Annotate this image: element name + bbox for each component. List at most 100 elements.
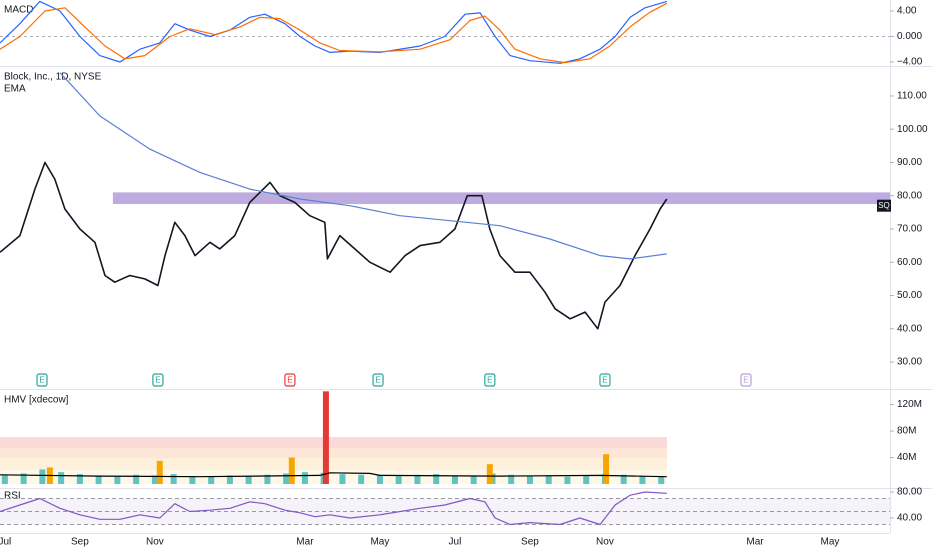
volume-bar [395, 476, 402, 485]
earnings-marker [36, 373, 48, 387]
earnings-marker [284, 373, 296, 387]
y-tick-label: 100.00 [897, 124, 928, 135]
y-tick-label: 40M [897, 452, 916, 463]
volume-bar [603, 454, 610, 485]
earnings-marker [484, 373, 496, 387]
x-tick-label: May [370, 537, 389, 548]
volume-bar [358, 474, 365, 485]
volume-bar [658, 476, 665, 485]
pane-title: Block, Inc., 1D, NYSE [4, 72, 102, 83]
price-tag-label: SQ [878, 201, 890, 210]
pane [0, 391, 667, 485]
earnings-label: E [487, 376, 492, 385]
volume-bar [470, 476, 477, 485]
volume-bar [156, 460, 163, 485]
y-tick-label: 40.00 [897, 323, 922, 334]
pane-title: RSI [4, 491, 21, 502]
earnings-label: E [743, 376, 748, 385]
y-tick-label: 40.00 [897, 513, 922, 524]
earnings-marker [740, 373, 752, 387]
y-tick-label: 0.000 [897, 31, 922, 42]
volume-bar [133, 474, 140, 485]
volume-bar [322, 391, 329, 485]
volume-bar [414, 474, 421, 485]
price-tag [877, 199, 891, 212]
x-tick-label: Sep [71, 537, 89, 548]
volume-bar [376, 475, 383, 485]
volume-bar [95, 475, 102, 485]
earnings-label: E [602, 376, 607, 385]
volume-bar [486, 464, 493, 485]
pane [0, 0, 890, 64]
heat-zone [0, 458, 667, 470]
volume-bar [58, 472, 65, 485]
heat-zone [0, 437, 667, 448]
volume-bar [245, 476, 252, 485]
volume-bar [288, 457, 295, 485]
pane-title: MACD [4, 5, 33, 16]
x-tick-label: Nov [146, 537, 164, 548]
volume-bar [264, 474, 271, 485]
y-tick-label: 80.00 [897, 487, 922, 498]
y-tick-label: 120M [897, 399, 922, 410]
heat-zones [0, 437, 667, 484]
x-tick-label: Mar [296, 537, 314, 548]
x-tick-label: Nov [596, 537, 614, 548]
pane [0, 72, 890, 330]
heat-zone [0, 448, 667, 458]
volume-bar [151, 475, 158, 485]
volume-bar [76, 474, 83, 485]
volume-bar [208, 476, 215, 485]
series-line [0, 472, 667, 478]
volume-bar [283, 473, 290, 485]
volume-bar [189, 476, 196, 485]
volume-bar [20, 473, 27, 485]
volume-bar [526, 476, 533, 485]
earnings-label: E [155, 376, 160, 385]
earnings-marker [372, 373, 384, 387]
earnings-label: E [39, 376, 44, 385]
x-tick-label: Sep [521, 537, 539, 548]
y-tick-label: 90.00 [897, 157, 922, 168]
x-tick-label: Jul [0, 537, 11, 548]
y-tick-label: 70.00 [897, 224, 922, 235]
volume-bar [564, 476, 571, 485]
pane [0, 491, 890, 526]
volume-bar [39, 469, 46, 485]
pane-subtitle: EMA [4, 84, 26, 95]
x-tick-label: May [821, 537, 840, 548]
earnings-marker [599, 373, 611, 387]
y-tick-label: 30.00 [897, 357, 922, 368]
series-line [0, 161, 668, 330]
resistance-zone [112, 192, 890, 205]
volume-bar [226, 475, 233, 485]
y-tick-label: 110.00 [897, 91, 927, 102]
series-line [59, 72, 667, 260]
y-tick-label: 80M [897, 426, 916, 437]
volume-bar [339, 474, 346, 485]
series-line [0, 2, 668, 64]
volume-bar [433, 474, 440, 485]
volume-bar [639, 476, 646, 485]
volume-bar [451, 475, 458, 485]
volume-bar [170, 474, 177, 485]
y-tick-label: 4.00 [897, 6, 917, 17]
volume-bar [114, 476, 121, 485]
heat-zone [0, 470, 667, 484]
y-tick-label: 80.00 [897, 190, 922, 201]
volume-bar [508, 474, 515, 485]
earnings-label: E [375, 376, 380, 385]
volume-bar [545, 475, 552, 485]
x-tick-label: Mar [746, 537, 764, 548]
series-line [0, 491, 667, 526]
volume-bar [1, 474, 8, 485]
earnings-marker [152, 373, 164, 387]
volume-bar [301, 472, 308, 485]
y-tick-label: 60.00 [897, 257, 922, 268]
x-tick-label: Jul [449, 537, 462, 548]
volume-bar [620, 474, 627, 485]
pane-title: HMV [xdecow] [4, 395, 69, 406]
y-tick-label: 50.00 [897, 290, 922, 301]
